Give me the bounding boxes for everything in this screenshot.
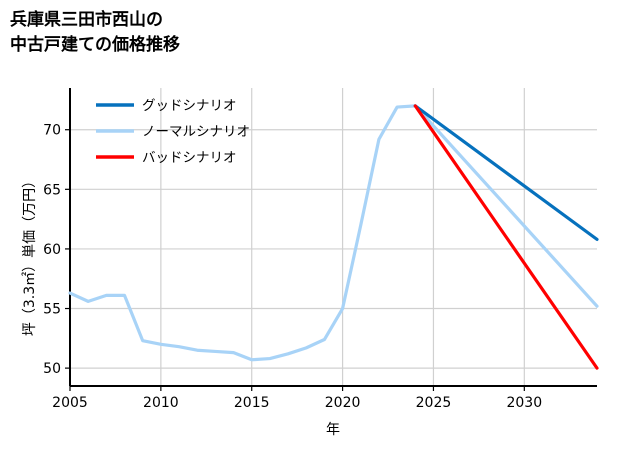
x-tick-label: 2020 — [325, 395, 361, 411]
gridlines — [70, 88, 597, 386]
y-tick-labels: 50 55 60 65 70 — [43, 123, 61, 377]
y-tick-label: 50 — [43, 361, 61, 377]
x-tick-label: 2010 — [143, 395, 179, 411]
y-axis-label: 坪（3.3㎡）単価（万円） — [22, 174, 38, 336]
series-line — [68, 104, 599, 362]
series-line — [413, 104, 599, 370]
x-tick-labels: 2005 2010 2015 2020 2025 2030 — [52, 395, 542, 411]
x-axis-label: 年 — [326, 422, 340, 438]
chart-title-line-2: 中古戸建ての価格推移 — [10, 34, 180, 55]
y-tick-label: 55 — [43, 302, 61, 318]
series-line — [413, 104, 599, 241]
x-tick-label: 2030 — [506, 395, 542, 411]
x-tick-label: 2015 — [234, 395, 270, 411]
legend-label: グッドシナリオ — [142, 98, 237, 114]
axis-frame — [69, 88, 597, 387]
y-tick-label: 60 — [43, 242, 61, 258]
y-tick-label: 65 — [43, 182, 61, 198]
legend-label: ノーマルシナリオ — [142, 124, 250, 140]
chart-title: 兵庫県三田市西山の 中古戸建ての価格推移 — [10, 8, 180, 57]
plot-background — [70, 88, 597, 386]
x-tick-label: 2005 — [52, 395, 88, 411]
y-tick-label: 70 — [43, 123, 61, 139]
data-series — [68, 104, 599, 370]
chart-title-line-1: 兵庫県三田市西山の — [10, 10, 163, 30]
tick-marks — [65, 129, 525, 391]
x-tick-label: 2025 — [416, 395, 452, 411]
legend-label: バッドシナリオ — [142, 150, 237, 166]
